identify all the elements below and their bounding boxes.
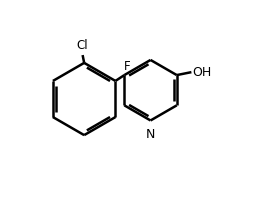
Text: F: F bbox=[124, 60, 130, 73]
Text: N: N bbox=[146, 128, 155, 141]
Text: OH: OH bbox=[192, 66, 212, 79]
Text: Cl: Cl bbox=[77, 39, 88, 52]
